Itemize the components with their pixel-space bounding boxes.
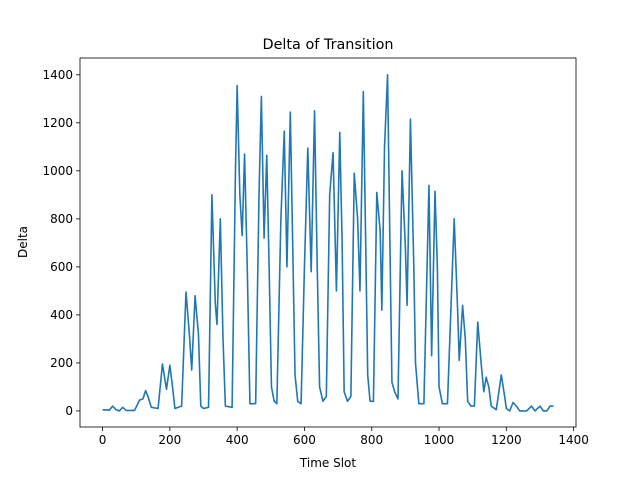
x-tick-label: 0 (99, 433, 107, 447)
y-axis-label: Delta (16, 226, 30, 258)
y-tick-label: 1200 (42, 116, 73, 130)
y-tick-label: 1000 (42, 164, 73, 178)
y-tick-label: 600 (50, 260, 73, 274)
x-tick-label: 1200 (491, 433, 522, 447)
x-tick-label: 600 (293, 433, 316, 447)
chart-title: Delta of Transition (262, 37, 393, 53)
y-tick-label: 1400 (42, 68, 73, 82)
x-tick-label: 800 (360, 433, 383, 447)
x-axis-label: Time Slot (299, 456, 356, 470)
x-tick-label: 1400 (558, 433, 589, 447)
x-tick-label: 1000 (424, 433, 455, 447)
x-tick-label: 200 (158, 433, 181, 447)
y-tick-label: 400 (50, 308, 73, 322)
y-tick-label: 800 (50, 212, 73, 226)
data-line (102, 74, 554, 412)
plot-frame (79, 57, 577, 428)
x-tick-label: 400 (226, 433, 249, 447)
y-tick-label: 0 (65, 404, 73, 418)
y-tick-label: 200 (50, 356, 73, 370)
